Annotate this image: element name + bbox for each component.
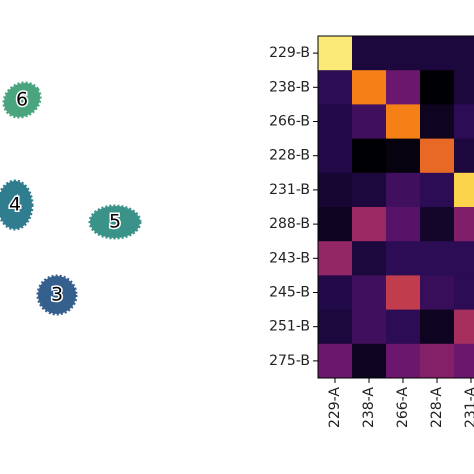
heatmap-cell xyxy=(420,309,455,345)
heatmap-cell xyxy=(318,309,353,345)
heatmap-cell xyxy=(454,70,474,105)
heatmap-cell xyxy=(386,241,421,276)
x-tick-label: 238-A xyxy=(361,387,377,428)
heatmap-cell xyxy=(454,172,474,208)
heatmap-cell xyxy=(386,104,421,140)
heatmap-cell xyxy=(318,36,353,71)
heatmap-cell xyxy=(420,207,455,242)
y-tick-label: 245-B xyxy=(269,285,310,301)
y-tick-label: 238-B xyxy=(269,79,310,95)
heatmap-cell xyxy=(386,309,421,345)
y-tick-label: 275-B xyxy=(269,353,310,369)
cluster-label: 4 xyxy=(9,194,21,216)
heatmap-cell xyxy=(420,104,455,140)
heatmap-cell xyxy=(318,70,353,105)
cluster-label: 3 xyxy=(51,284,63,306)
heatmap-cell xyxy=(386,70,421,105)
heatmap-cell xyxy=(318,104,353,140)
y-tick-label: 288-B xyxy=(269,216,310,232)
heatmap-cell xyxy=(454,207,474,242)
cluster xyxy=(88,204,142,240)
y-tick-label: 229-B xyxy=(269,45,310,61)
x-tick-label: 228-A xyxy=(429,387,445,428)
heatmap-cell xyxy=(420,172,455,208)
heatmap-cell xyxy=(420,275,455,311)
heatmap-cell xyxy=(386,138,421,174)
cluster xyxy=(36,274,78,316)
heatmap-cell xyxy=(454,138,474,174)
heatmap-cell xyxy=(420,138,455,174)
y-tick-label: 266-B xyxy=(269,114,310,130)
y-tick-label: 243-B xyxy=(269,250,310,266)
heatmap-cell xyxy=(352,36,387,71)
heatmap-cell xyxy=(386,343,421,379)
cluster-label: 6 xyxy=(16,89,28,111)
x-tick-label: 229-A xyxy=(327,387,343,428)
heatmap-cell xyxy=(352,241,387,276)
heatmap-cell xyxy=(454,36,474,71)
heatmap-cell xyxy=(352,104,387,140)
y-tick-label: 251-B xyxy=(269,319,310,335)
heatmap-cell xyxy=(318,138,353,174)
heatmap-cell xyxy=(386,172,421,208)
heatmap-cell xyxy=(352,172,387,208)
heatmap-cell xyxy=(318,343,353,379)
heatmap-cell xyxy=(318,207,353,242)
y-tick-label: 231-B xyxy=(269,182,310,198)
heatmap-cell xyxy=(318,275,353,311)
cluster xyxy=(0,179,34,231)
heatmap-cell xyxy=(386,36,421,71)
heatmap-cell xyxy=(386,275,421,311)
y-tick-label: 228-B xyxy=(269,148,310,164)
heatmap-cell xyxy=(352,138,387,174)
heatmap-cell xyxy=(420,343,455,379)
heatmap-cell xyxy=(454,343,474,379)
heatmap-cell xyxy=(420,36,455,71)
heatmap-cell xyxy=(352,309,387,345)
heatmap-cell xyxy=(352,207,387,242)
heatmap-cell xyxy=(454,241,474,276)
cluster xyxy=(2,81,42,119)
heatmap-cell xyxy=(420,241,455,276)
heatmap-cell xyxy=(352,70,387,105)
x-tick-label: 231-A xyxy=(463,387,474,428)
heatmap-cell xyxy=(454,275,474,311)
heatmap-cell xyxy=(318,172,353,208)
heatmap-cell xyxy=(454,104,474,140)
heatmap-cell xyxy=(318,241,353,276)
heatmap-cell xyxy=(454,309,474,345)
heatmap-cell xyxy=(386,207,421,242)
heatmap-cell xyxy=(420,70,455,105)
x-tick-label: 266-A xyxy=(395,387,411,428)
heatmap-cell xyxy=(352,275,387,311)
cluster-label: 5 xyxy=(109,211,121,233)
heatmap-cell xyxy=(352,343,387,379)
